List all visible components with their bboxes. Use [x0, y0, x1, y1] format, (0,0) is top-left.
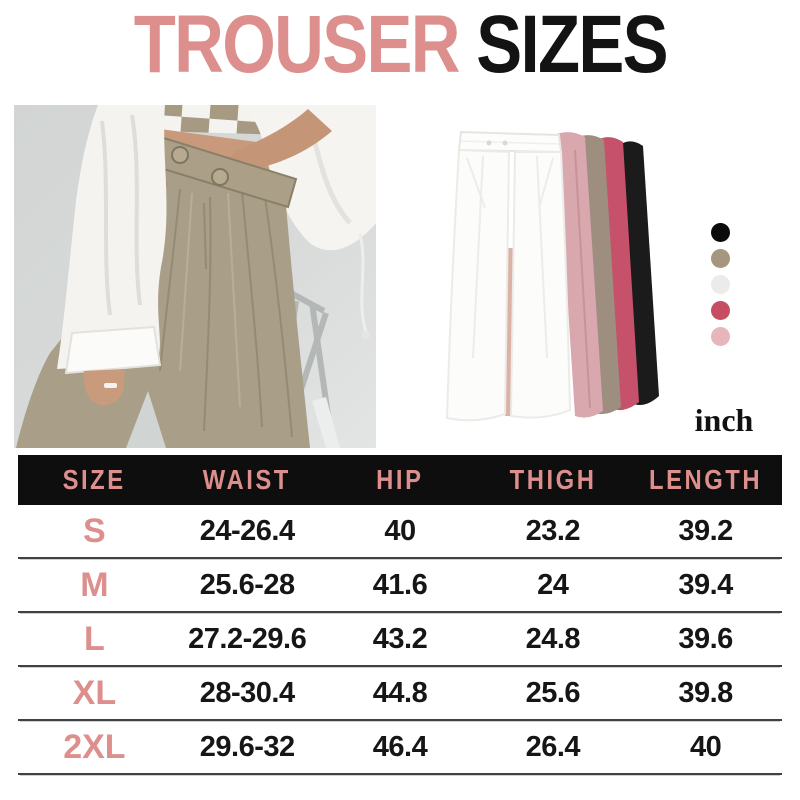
title-sizes: SIZES: [475, 0, 668, 90]
model-photo: [14, 105, 376, 448]
length-value: 39.4: [678, 568, 733, 601]
hip-value: 46.4: [372, 730, 428, 763]
forearm: [234, 109, 332, 171]
thigh-value: 26.4: [525, 730, 581, 763]
chair-leg: [312, 397, 340, 448]
hip-value: 43.2: [372, 622, 428, 655]
size-label: S: [83, 511, 106, 550]
hip-value: 44.8: [372, 676, 428, 709]
table-row-xl: XL 28-30.4 44.8 25.6 39.8: [18, 667, 782, 721]
pink-crease: [574, 149, 591, 409]
waist-button: [502, 140, 508, 146]
waist-value: 25.6-28: [199, 568, 295, 601]
waist-value: 24-26.4: [199, 514, 295, 547]
drawstring-toggle: [362, 331, 370, 339]
color-swatch-list: [711, 223, 730, 346]
waist-stitch: [460, 140, 560, 145]
waistband-button: [211, 168, 229, 186]
color-swatch-black: [711, 223, 730, 242]
rose-red-trousers: [599, 137, 639, 411]
waist-value: 27.2-29.6: [188, 622, 307, 655]
title-trouser: TROUSER: [133, 0, 460, 90]
column-header-length: LENGTH: [629, 464, 782, 496]
length-value: 39.8: [678, 676, 733, 709]
waistband-button: [171, 146, 189, 164]
size-table-header: SIZE WAIST HIP THIGH LENGTH: [18, 455, 782, 505]
waist-button: [486, 140, 492, 146]
waist-value: 28-30.4: [199, 676, 295, 709]
size-label: M: [80, 565, 109, 604]
page-title: TROUSER SIZES: [0, 0, 800, 90]
column-header-label: HIP: [376, 464, 424, 495]
model-photo-illustration: [14, 105, 376, 448]
table-row-l: L 27.2-29.6 43.2 24.8 39.6: [18, 613, 782, 667]
column-header-label: THIGH: [509, 464, 597, 495]
color-swatch-white: [711, 275, 730, 294]
drawstring: [358, 232, 368, 334]
size-label: L: [84, 619, 105, 658]
length-value: 39.6: [678, 622, 733, 655]
hand: [83, 369, 125, 406]
column-header-label: LENGTH: [649, 464, 763, 495]
color-swatch-rose-red: [711, 301, 730, 320]
white-trousers: [445, 130, 572, 422]
column-header-waist: WAIST: [171, 464, 324, 496]
pink-trousers: [557, 132, 603, 418]
waist-value: 29.6-32: [199, 730, 295, 763]
table-row-m: M 25.6-28 41.6 24 39.4: [18, 559, 782, 613]
color-swatch-light-pink: [711, 327, 730, 346]
thigh-value: 24.8: [525, 622, 581, 655]
column-header-thigh: THIGH: [476, 464, 629, 496]
ring: [104, 383, 117, 388]
length-value: 39.2: [678, 514, 733, 547]
thigh-value: 25.6: [525, 676, 581, 709]
thigh-value: 24: [537, 568, 569, 601]
column-header-hip: HIP: [324, 464, 477, 496]
color-lineup-photo: [425, 108, 680, 430]
size-table: SIZE WAIST HIP THIGH LENGTH S 24-26.4 40…: [18, 455, 782, 775]
size-label: XL: [72, 673, 117, 712]
length-value: 40: [689, 730, 722, 763]
thigh-value: 23.2: [525, 514, 581, 547]
table-row-s: S 24-26.4 40 23.2 39.2: [18, 505, 782, 559]
left-sleeve: [57, 105, 167, 406]
color-lineup-illustration: [425, 108, 680, 430]
column-header-size: SIZE: [18, 464, 171, 496]
table-row-2xl: 2XL 29.6-32 46.4 26.4 40: [18, 721, 782, 775]
hip-value: 40: [384, 514, 416, 547]
color-swatch-khaki: [711, 249, 730, 268]
hip-value: 41.6: [372, 568, 428, 601]
page-title-text: TROUSER SIZES: [133, 0, 668, 90]
shirt-cuff: [64, 325, 162, 375]
column-header-label: WAIST: [203, 464, 292, 495]
size-label: 2XL: [63, 727, 126, 766]
unit-label: inch: [694, 402, 754, 438]
column-header-label: SIZE: [62, 464, 126, 495]
